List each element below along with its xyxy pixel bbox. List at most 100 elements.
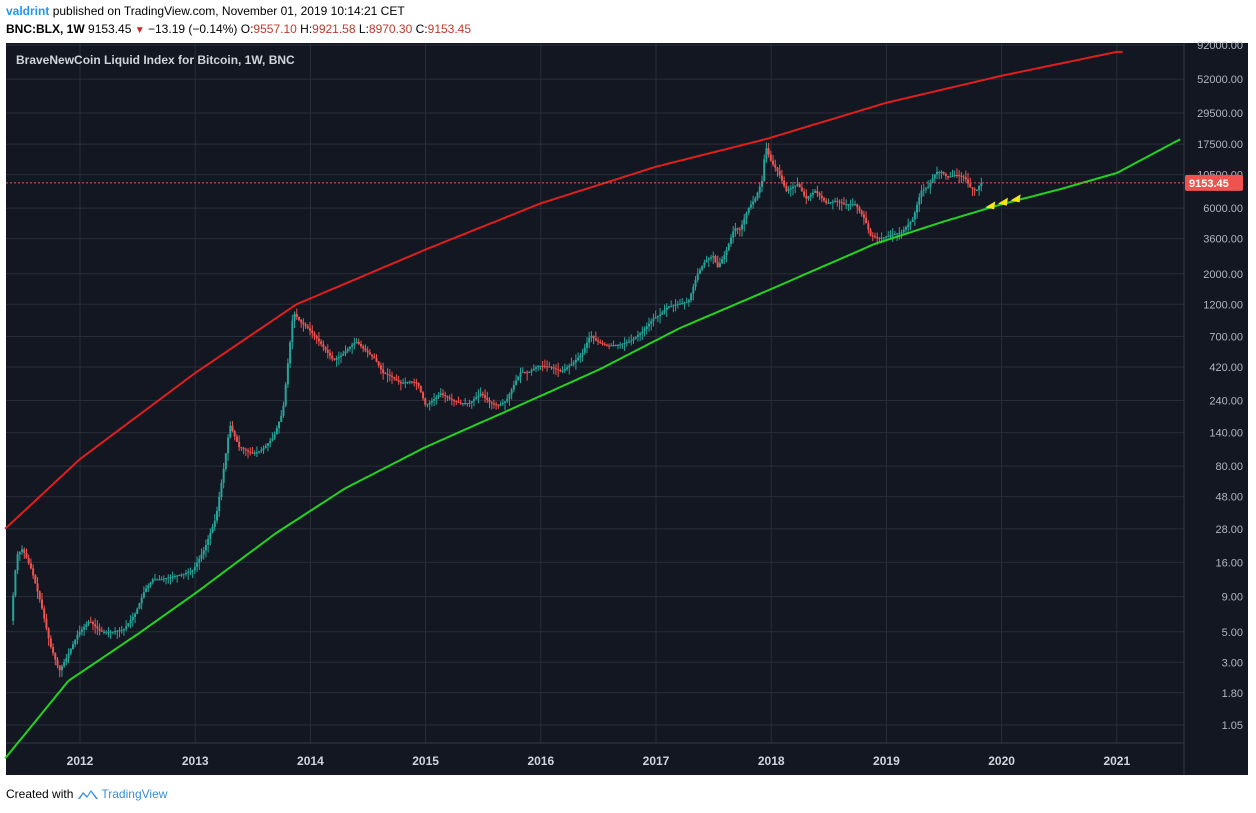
candle-body — [40, 599, 43, 609]
candle-body — [721, 259, 724, 264]
tradingview-link[interactable]: TradingView — [77, 787, 167, 801]
candle-body — [410, 381, 413, 383]
candle-body — [54, 653, 57, 660]
candle-body — [971, 187, 974, 189]
gridlines — [6, 43, 1185, 775]
price-axis-background[interactable] — [1184, 43, 1248, 775]
candle-body — [32, 568, 35, 576]
upper-band-line[interactable] — [4, 50, 1123, 530]
candle-body — [78, 632, 81, 635]
candle-body — [829, 202, 832, 204]
candle-body — [559, 370, 562, 372]
candle-body — [477, 395, 480, 398]
candle-body — [550, 366, 553, 368]
candle-body — [614, 345, 617, 347]
candle-body — [127, 623, 130, 627]
candle-body — [60, 666, 63, 671]
candle-body — [955, 175, 958, 177]
candle-body — [129, 620, 132, 624]
candle-body — [805, 195, 808, 199]
candle-body — [526, 372, 529, 374]
candle-body — [667, 306, 670, 308]
candle-body — [459, 402, 462, 404]
candle-body — [831, 201, 834, 203]
candle-body — [215, 511, 218, 521]
candle-body — [479, 393, 482, 396]
candle-body — [898, 232, 901, 234]
price-chart[interactable]: 92000.0052000.0029500.0017500.0010500.00… — [0, 40, 1256, 777]
candle-body — [847, 204, 850, 206]
time-axis-background[interactable] — [6, 743, 1248, 775]
candle-body — [710, 257, 713, 259]
candle-body — [670, 305, 673, 307]
candle-body — [767, 148, 770, 155]
candle-body — [357, 341, 360, 345]
candle-body — [169, 576, 172, 578]
candle-body — [601, 342, 604, 344]
candle-body — [893, 234, 896, 236]
candle-body — [364, 348, 367, 351]
candle-body — [260, 450, 263, 452]
candle-body — [661, 312, 664, 315]
candle-body — [880, 238, 883, 240]
candle-body — [47, 628, 50, 639]
candle-body — [446, 396, 449, 398]
lower-band-line[interactable] — [4, 138, 1181, 760]
candle-body — [209, 532, 212, 539]
candle-body — [419, 385, 422, 393]
publisher-username[interactable]: valdrint — [6, 4, 50, 18]
candle-body — [871, 235, 874, 237]
x-tick-label: 2018 — [758, 754, 785, 768]
publish-info: valdrint published on TradingView.com, N… — [6, 4, 405, 18]
candle-body — [371, 354, 374, 357]
candle-body — [867, 223, 870, 230]
candle-body — [80, 629, 83, 633]
candle-body — [441, 393, 444, 395]
candle-body — [685, 302, 688, 304]
candle-body — [523, 371, 526, 373]
candle-body — [461, 402, 464, 404]
candle-body — [258, 451, 261, 453]
candle-body — [490, 402, 493, 404]
candle-body — [940, 171, 943, 173]
candle-body — [548, 366, 551, 368]
candle-body — [949, 176, 952, 178]
candle-body — [63, 662, 66, 667]
candle-body — [501, 402, 504, 405]
candle-body — [811, 192, 814, 195]
candle-body — [293, 314, 296, 321]
candle-body — [674, 304, 677, 306]
candle-body — [415, 382, 418, 384]
candle-body — [590, 335, 593, 338]
candle-body — [320, 341, 323, 345]
candle-body — [457, 401, 460, 403]
candle-body — [138, 603, 141, 609]
y-tick-label: 48.00 — [1215, 492, 1243, 504]
candle-body — [672, 305, 675, 307]
candle-body — [951, 175, 954, 177]
candle-body — [944, 173, 947, 176]
y-tick-label: 29500.00 — [1197, 108, 1243, 120]
low-label: L: — [358, 22, 369, 36]
candle-body — [876, 237, 879, 239]
candle-body — [539, 365, 542, 367]
candle-body — [665, 307, 668, 311]
candle-body — [34, 575, 37, 584]
candle-body — [827, 202, 830, 204]
candle-body — [891, 234, 894, 236]
candle-body — [180, 574, 183, 576]
candle-body — [220, 482, 223, 497]
candle-body — [36, 583, 39, 592]
support-arrow-icon — [1010, 194, 1021, 203]
candle-body — [450, 398, 453, 401]
candle-body — [18, 551, 21, 555]
candle-body — [368, 352, 371, 355]
candle-body — [291, 320, 294, 343]
candle-body — [687, 300, 690, 303]
candle-body — [402, 382, 405, 384]
candle-body — [275, 428, 278, 435]
candle-body — [561, 370, 564, 372]
candle-body — [67, 653, 70, 659]
candle-body — [377, 361, 380, 366]
candle-body — [694, 279, 697, 287]
